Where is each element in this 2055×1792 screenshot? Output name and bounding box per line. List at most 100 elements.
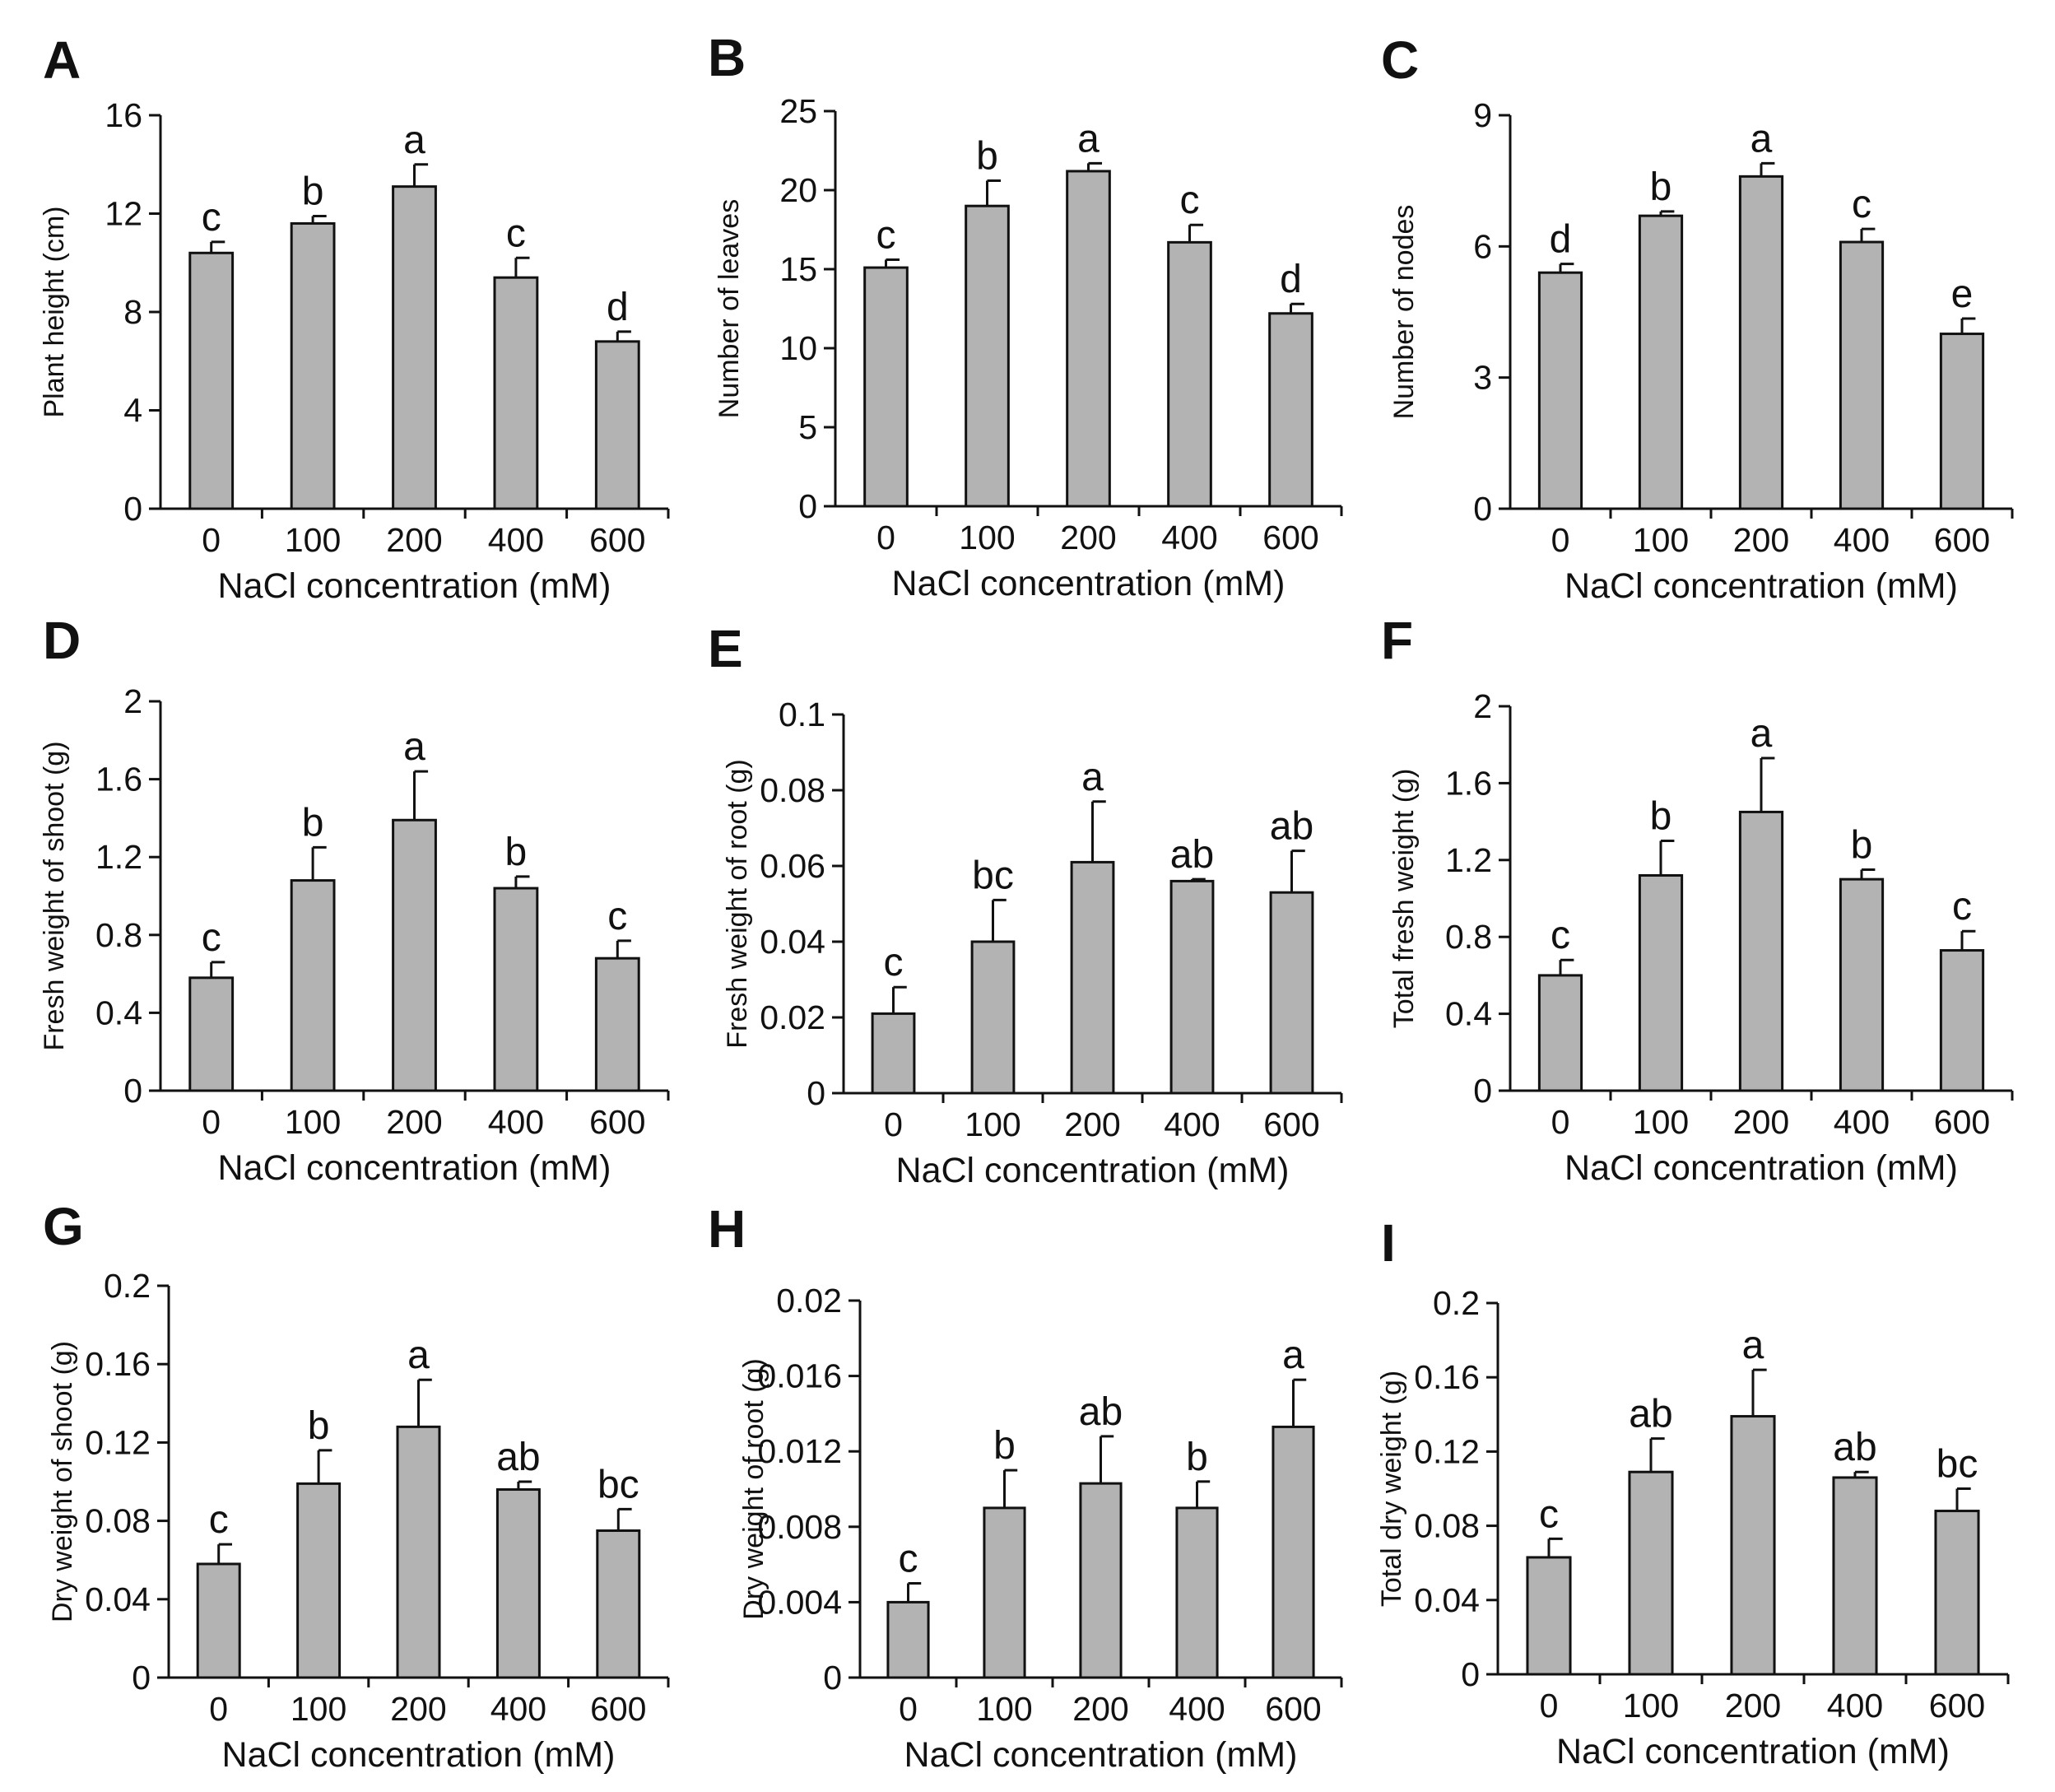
significance-letter-d-4: c: [607, 895, 627, 938]
x-axis-title-h: NaCl concentration (mM): [904, 1735, 1298, 1775]
x-axis-title-a: NaCl concentration (mM): [218, 566, 611, 606]
x-tick-label-g-0: 0: [209, 1690, 228, 1728]
bar-e-3: [1169, 879, 1215, 1095]
significance-letter-a-0: c: [202, 196, 221, 240]
bar-e-2: [1070, 860, 1115, 1095]
x-axis-title-g: NaCl concentration (mM): [222, 1735, 616, 1775]
y-axis-title-c: Number of nodes: [1388, 205, 1420, 420]
y-axis-title-i: Total dry weight (g): [1376, 1371, 1407, 1607]
panel-g: Gc 0 b 100 a 200 ab 400 bc 600 0 0.04 0.08 0.12 0.16 0.…: [43, 1197, 670, 1775]
panel-e: Ec 0 bc 100 a 200 ab 400 ab 600 0 0.02 0.04 0.06 0.08 0…: [708, 619, 1343, 1190]
x-tick-label-b-3: 400: [1161, 519, 1217, 556]
y-axis-title-b: Number of leaves: [714, 199, 745, 418]
bar-e-1: [970, 940, 1016, 1095]
panel-letter-e: E: [708, 619, 743, 678]
bar-c-3: [1839, 240, 1885, 510]
y-tick-label-i-4: 0.16: [1414, 1358, 1480, 1396]
y-tick-label-h-1: 0.004: [757, 1583, 842, 1621]
bar-i-3: [1832, 1476, 1878, 1676]
y-tick-label-g-4: 0.16: [85, 1345, 151, 1383]
x-tick-label-f-2: 200: [1733, 1103, 1789, 1141]
significance-letter-c-3: c: [1852, 183, 1871, 226]
y-tick-label-c-3: 9: [1473, 96, 1492, 134]
bar-i-2: [1730, 1415, 1776, 1676]
x-tick-label-a-0: 0: [202, 521, 221, 559]
x-tick-label-g-1: 100: [291, 1690, 346, 1728]
panel-d: Dc 0 b 100 a 200 b 400 c 600 0 0.4 0.8 1.2 1.6 2 NaCl co…: [39, 611, 670, 1188]
y-tick-label-e-5: 0.1: [779, 696, 825, 733]
y-axis-title-h: Dry weight of root (g): [738, 1358, 769, 1619]
x-tick-label-h-2: 200: [1072, 1690, 1128, 1728]
bar-e-0: [871, 1012, 916, 1095]
y-tick-label-f-5: 2: [1473, 687, 1492, 725]
bar-d-4: [594, 957, 640, 1092]
x-tick-label-e-2: 200: [1064, 1105, 1120, 1143]
x-tick-label-b-4: 600: [1262, 519, 1318, 556]
panel-letter-h: H: [708, 1199, 746, 1259]
bar-g-0: [196, 1562, 241, 1679]
significance-letter-h-1: b: [993, 1424, 1016, 1468]
significance-letter-f-3: b: [1851, 823, 1873, 867]
significance-letter-i-1: ab: [1629, 1393, 1672, 1436]
y-tick-label-b-3: 15: [779, 250, 817, 288]
significance-letter-e-3: ab: [1170, 833, 1214, 877]
bar-a-2: [392, 185, 437, 510]
bar-d-0: [188, 976, 235, 1092]
y-tick-label-f-3: 1.2: [1445, 841, 1492, 879]
y-axis-title-f: Total fresh weight (g): [1388, 769, 1420, 1029]
significance-letter-e-2: a: [1081, 756, 1104, 799]
y-tick-label-g-0: 0: [132, 1659, 151, 1697]
y-tick-label-b-0: 0: [798, 487, 817, 525]
significance-letter-d-3: b: [505, 831, 528, 874]
x-tick-label-f-1: 100: [1633, 1103, 1689, 1141]
x-tick-label-h-1: 100: [976, 1690, 1032, 1728]
x-tick-label-h-4: 600: [1265, 1690, 1321, 1728]
significance-letter-i-0: c: [1539, 1492, 1559, 1536]
x-tick-label-f-4: 600: [1934, 1103, 1990, 1141]
significance-letter-f-2: a: [1750, 712, 1773, 756]
x-tick-label-c-2: 200: [1733, 521, 1789, 559]
y-tick-label-a-0: 0: [123, 490, 142, 528]
bar-d-1: [290, 879, 336, 1092]
x-tick-label-d-3: 400: [488, 1103, 544, 1141]
y-tick-label-i-2: 0.08: [1414, 1507, 1480, 1545]
x-tick-label-a-3: 400: [488, 521, 544, 559]
bar-a-0: [188, 251, 235, 510]
y-tick-label-a-2: 8: [123, 293, 142, 331]
x-tick-label-d-4: 600: [589, 1103, 645, 1141]
significance-letter-b-2: a: [1077, 117, 1100, 161]
significance-letter-c-2: a: [1750, 117, 1773, 161]
bar-a-1: [290, 221, 336, 510]
y-tick-label-d-5: 2: [123, 682, 142, 720]
panel-letter-i: I: [1381, 1213, 1396, 1273]
significance-letter-d-0: c: [202, 916, 221, 960]
bar-b-4: [1268, 312, 1313, 508]
x-tick-label-c-0: 0: [1551, 521, 1570, 559]
bar-g-2: [396, 1425, 441, 1679]
significance-letter-c-0: d: [1550, 218, 1572, 262]
bar-i-0: [1526, 1556, 1572, 1676]
panel-b: Bc 0 b 100 a 200 c 400 d 600 0 5 10 15 20 25 NaCl concen…: [708, 28, 1343, 603]
x-tick-label-b-0: 0: [876, 519, 895, 556]
y-tick-label-b-2: 10: [779, 329, 817, 367]
y-tick-label-e-0: 0: [807, 1074, 825, 1112]
significance-letter-e-4: ab: [1270, 805, 1313, 849]
x-tick-label-c-4: 600: [1934, 521, 1990, 559]
x-tick-label-g-3: 400: [491, 1690, 546, 1728]
panel-c: Cd 0 b 100 a 200 c 400 e 600 0 3 6 9 NaCl concentratio…: [1381, 30, 2014, 606]
bar-d-3: [493, 887, 539, 1092]
x-tick-label-i-1: 100: [1623, 1687, 1679, 1725]
bar-a-3: [493, 276, 539, 510]
x-tick-label-b-2: 200: [1060, 519, 1116, 556]
y-tick-label-e-4: 0.08: [760, 771, 825, 809]
y-tick-label-e-2: 0.04: [760, 923, 825, 961]
bar-d-2: [392, 818, 437, 1092]
bar-c-1: [1638, 214, 1684, 510]
bar-f-0: [1537, 974, 1583, 1092]
bar-c-4: [1939, 333, 1985, 510]
bar-b-2: [1066, 170, 1111, 508]
x-tick-label-f-0: 0: [1551, 1103, 1570, 1141]
panel-a: Ac 0 b 100 a 200 c 400 d 600 0 4 8 12 16 NaCl concentra…: [39, 30, 670, 606]
significance-letter-h-0: c: [899, 1538, 918, 1581]
y-tick-label-g-5: 0.2: [104, 1267, 151, 1305]
